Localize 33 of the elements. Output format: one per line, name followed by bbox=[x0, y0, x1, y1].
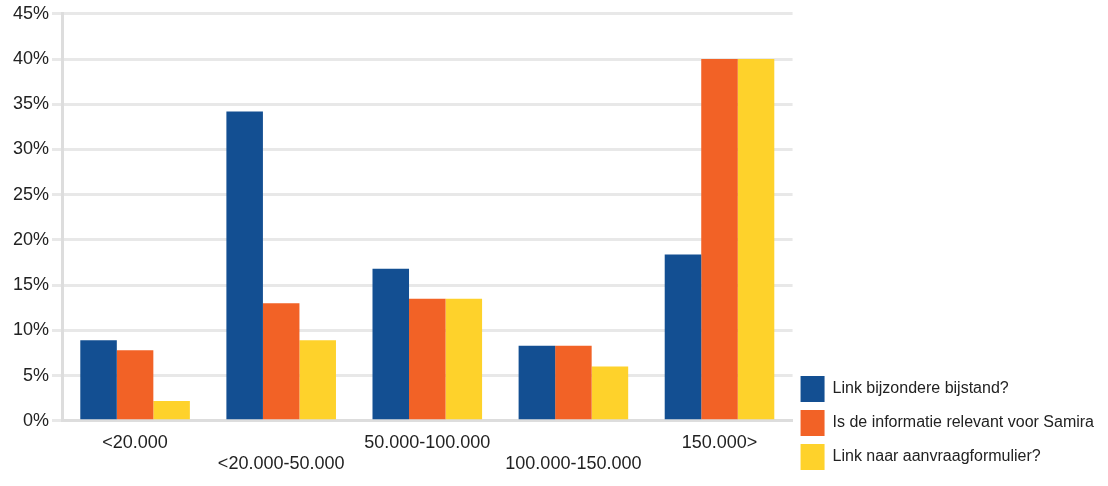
y-tick-label: 5% bbox=[23, 364, 50, 385]
bar bbox=[701, 59, 738, 420]
bar bbox=[409, 298, 446, 420]
y-tick-label: 35% bbox=[13, 93, 50, 114]
bar bbox=[226, 111, 263, 420]
bar bbox=[80, 340, 117, 420]
bar bbox=[664, 254, 702, 420]
x-tick-label: 100.000-150.000 bbox=[505, 453, 642, 474]
bar bbox=[737, 59, 775, 420]
legend-label: Link bijzondere bijstand? bbox=[832, 379, 1009, 397]
bar bbox=[555, 345, 592, 420]
y-tick-label: 45% bbox=[13, 2, 50, 23]
bar bbox=[153, 400, 190, 420]
y-tick-label: 30% bbox=[13, 138, 50, 159]
bar bbox=[372, 268, 410, 420]
y-tick-label: 15% bbox=[13, 274, 50, 295]
bar bbox=[445, 298, 483, 420]
x-tick-label: 150.000> bbox=[681, 431, 758, 452]
legend-label: Is de informatie relevant voor Samira bbox=[832, 413, 1095, 431]
y-tick-label: 20% bbox=[13, 228, 50, 249]
x-tick-label: <20.000 bbox=[102, 431, 168, 452]
y-tick-label: 0% bbox=[23, 409, 50, 430]
x-tick-label: <20.000-50.000 bbox=[217, 453, 345, 474]
bar bbox=[262, 303, 300, 420]
bar bbox=[518, 345, 556, 420]
bar bbox=[116, 350, 154, 420]
legend-label: Link naar aanvraagformulier? bbox=[832, 447, 1041, 465]
y-tick-label: 25% bbox=[13, 183, 50, 204]
y-tick-label: 10% bbox=[13, 319, 50, 340]
bar bbox=[299, 340, 336, 420]
bar bbox=[591, 366, 629, 420]
y-tick-label: 40% bbox=[13, 47, 50, 68]
x-tick-label: 50.000-100.000 bbox=[364, 431, 491, 452]
